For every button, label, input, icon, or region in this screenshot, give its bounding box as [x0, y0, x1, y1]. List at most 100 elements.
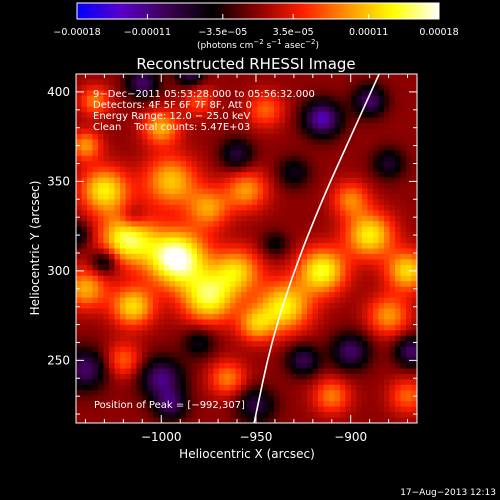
heatmap-cell	[87, 286, 94, 293]
heatmap-cell	[230, 84, 237, 91]
heatmap-cell	[208, 292, 215, 299]
heatmap-cell	[158, 259, 165, 266]
heatmap-cell	[224, 226, 231, 233]
heatmap-cell	[318, 330, 325, 337]
heatmap-cell	[296, 128, 303, 135]
heatmap-cell	[323, 417, 330, 423]
heatmap-cell	[246, 297, 253, 304]
heatmap-cell	[186, 90, 193, 97]
heatmap-cell	[356, 199, 363, 206]
heatmap-cell	[290, 226, 297, 233]
heatmap-cell	[406, 324, 413, 331]
heatmap-cell	[323, 281, 330, 288]
heatmap-cell	[147, 373, 154, 380]
heatmap-cell	[175, 335, 182, 342]
heatmap-cell	[318, 172, 325, 179]
heatmap-cell	[351, 199, 358, 206]
heatmap-cell	[378, 155, 385, 162]
heatmap-cell	[400, 286, 407, 293]
heatmap-cell	[329, 373, 336, 380]
heatmap-cell	[345, 248, 352, 255]
heatmap-cell	[87, 106, 94, 113]
heatmap-cell	[312, 117, 319, 124]
heatmap-cell	[219, 363, 226, 370]
heatmap-cell	[406, 341, 413, 348]
heatmap-cell	[279, 123, 286, 130]
heatmap-cell	[307, 144, 314, 151]
heatmap-cell	[213, 379, 220, 386]
heatmap-cell	[329, 106, 336, 113]
heatmap-cell	[142, 412, 149, 419]
heatmap-cell	[340, 373, 347, 380]
heatmap-cell	[125, 417, 132, 423]
heatmap-cell	[213, 95, 220, 102]
heatmap-cell	[235, 330, 242, 337]
heatmap-cell	[208, 199, 215, 206]
heatmap-cell	[411, 286, 417, 293]
heatmap-cell	[153, 237, 160, 244]
heatmap-cell	[301, 335, 308, 342]
heatmap-cell	[81, 335, 88, 342]
heatmap-cell	[109, 373, 116, 380]
heatmap-cell	[224, 204, 231, 211]
heatmap-cell	[191, 406, 198, 413]
heatmap-cell	[191, 401, 198, 408]
heatmap-cell	[92, 90, 99, 97]
heatmap-cell	[131, 161, 138, 168]
heatmap-cell	[87, 161, 94, 168]
heatmap-cell	[274, 204, 281, 211]
heatmap-cell	[263, 379, 270, 386]
heatmap-cell	[274, 275, 281, 282]
heatmap-cell	[296, 341, 303, 348]
heatmap-cell	[103, 363, 110, 370]
heatmap-cell	[81, 297, 88, 304]
heatmap-cell	[345, 395, 352, 402]
heatmap-cell	[120, 221, 127, 228]
heatmap-cell	[389, 79, 396, 86]
heatmap-cell	[362, 406, 369, 413]
heatmap-cell	[389, 368, 396, 375]
heatmap-cell	[125, 308, 132, 315]
heatmap-cell	[186, 79, 193, 86]
heatmap-cell	[120, 324, 127, 331]
heatmap-cell	[98, 183, 105, 190]
heatmap-cell	[395, 275, 402, 282]
heatmap-cell	[400, 379, 407, 386]
heatmap-cell	[142, 303, 149, 310]
heatmap-cell	[175, 95, 182, 102]
heatmap-cell	[219, 275, 226, 282]
heatmap-cell	[351, 204, 358, 211]
heatmap-cell	[125, 390, 132, 397]
heatmap-cell	[224, 74, 231, 81]
heatmap-cell	[400, 84, 407, 91]
heatmap-cell	[153, 248, 160, 255]
heatmap-cell	[356, 341, 363, 348]
heatmap-cell	[213, 308, 220, 315]
heatmap-cell	[147, 117, 154, 124]
heatmap-cell	[318, 117, 325, 124]
heatmap-cell	[263, 292, 270, 299]
heatmap-cell	[356, 133, 363, 141]
heatmap-cell	[235, 117, 242, 124]
heatmap-cell	[356, 90, 363, 97]
heatmap-cell	[257, 379, 264, 386]
heatmap-cell	[81, 319, 88, 326]
heatmap-cell	[395, 352, 402, 359]
heatmap-cell	[378, 357, 385, 364]
heatmap-cell	[103, 243, 110, 250]
heatmap-cell	[340, 232, 347, 239]
heatmap-cell	[120, 101, 127, 108]
heatmap-cell	[356, 226, 363, 233]
heatmap-cell	[356, 237, 363, 244]
heatmap-cell	[158, 90, 165, 97]
heatmap-cell	[153, 128, 160, 135]
heatmap-cell	[323, 123, 330, 130]
heatmap-cell	[191, 232, 198, 239]
heatmap-cell	[373, 270, 380, 277]
heatmap-cell	[257, 221, 264, 228]
heatmap-cell	[109, 395, 116, 402]
heatmap-cell	[208, 363, 215, 370]
heatmap-cell	[114, 319, 121, 326]
heatmap-cell	[290, 341, 297, 348]
